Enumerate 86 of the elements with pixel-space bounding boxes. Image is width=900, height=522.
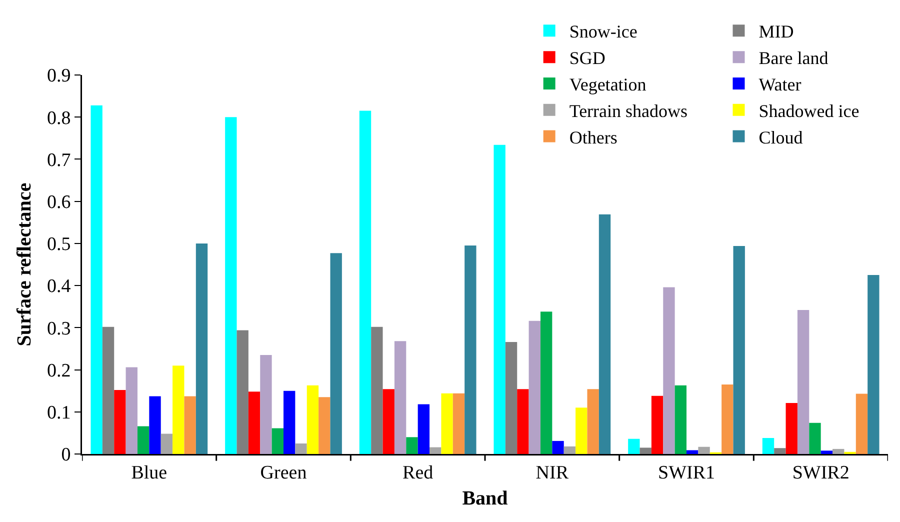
bar — [137, 426, 150, 454]
y-tick-label: 0.6 — [46, 192, 71, 213]
legend-label: Bare land — [758, 48, 828, 68]
legend-label: Others — [569, 127, 618, 148]
legend-label: Vegetation — [569, 74, 646, 94]
bar — [418, 404, 430, 454]
y-axis-title: Surface reflectance — [14, 182, 36, 346]
bar — [809, 422, 821, 454]
bar — [722, 384, 734, 454]
bar — [505, 342, 518, 454]
bar — [236, 330, 248, 454]
bar — [114, 390, 126, 454]
y-tick-label: 0.4 — [46, 276, 72, 298]
bar — [284, 390, 296, 454]
x-tick-label: Blue — [131, 462, 168, 484]
bar — [856, 394, 868, 454]
bar — [330, 253, 342, 454]
bar — [371, 326, 383, 454]
y-tick-label: 0.9 — [46, 66, 71, 87]
bar — [441, 393, 453, 454]
legend-label: Terrain shadows — [569, 100, 688, 121]
legend-label: Cloud — [758, 127, 803, 148]
bar — [640, 448, 652, 454]
bar — [248, 392, 260, 454]
y-tick-label: 0.1 — [46, 402, 71, 424]
bar — [126, 367, 138, 454]
bar — [786, 403, 798, 454]
bar — [832, 448, 844, 454]
bar — [102, 326, 114, 454]
bar — [172, 366, 184, 454]
legend-label: Snow-ice — [569, 22, 638, 42]
bar — [517, 389, 529, 454]
bar — [306, 385, 319, 454]
bar — [552, 440, 564, 454]
bar — [868, 275, 880, 454]
bar — [762, 438, 774, 454]
legend-label: SGD — [569, 48, 606, 68]
bar — [587, 389, 599, 454]
bar — [540, 312, 552, 454]
bar — [272, 428, 284, 454]
x-tick-label: SWIR2 — [792, 462, 850, 484]
bar — [225, 117, 237, 454]
bar — [564, 446, 576, 454]
bar — [494, 144, 506, 454]
bar — [686, 450, 698, 454]
legend-label: Shadowed ice — [758, 100, 860, 121]
x-tick-label: Green — [260, 462, 308, 484]
bar — [464, 246, 476, 454]
bar — [774, 448, 786, 454]
bar — [382, 389, 394, 454]
x-tick-label: SWIR1 — [658, 462, 715, 484]
legend-label: Water — [758, 74, 802, 94]
bar — [797, 310, 810, 454]
bar — [698, 446, 710, 454]
bar — [359, 110, 372, 454]
bar — [674, 385, 686, 454]
bar — [295, 443, 307, 454]
bar — [528, 320, 540, 454]
bar — [651, 396, 664, 454]
x-tick-label: Red — [402, 462, 434, 484]
bar — [318, 397, 330, 454]
bar — [406, 437, 418, 454]
bar — [196, 243, 208, 454]
bar — [260, 355, 272, 454]
y-tick-label: 0 — [61, 444, 71, 466]
y-tick-label: 0.2 — [46, 360, 71, 382]
bar — [598, 214, 611, 454]
bar — [820, 450, 833, 454]
y-tick-label: 0.3 — [46, 318, 71, 340]
bar — [663, 287, 675, 454]
bar — [452, 393, 465, 454]
bar — [184, 396, 196, 454]
bar — [576, 408, 588, 454]
bar — [733, 246, 745, 454]
bar — [149, 396, 161, 454]
legend-label: MID — [758, 22, 794, 42]
bar — [160, 434, 173, 454]
y-tick-label: 0.7 — [46, 150, 71, 171]
y-tick-label: 0.8 — [46, 108, 71, 129]
bar — [394, 341, 406, 454]
bar — [628, 438, 640, 454]
x-tick-label: NIR — [536, 462, 569, 484]
bar — [430, 447, 442, 454]
y-tick-label: 0.5 — [46, 234, 71, 256]
bar — [90, 105, 102, 454]
x-axis-title: Band — [462, 488, 508, 510]
